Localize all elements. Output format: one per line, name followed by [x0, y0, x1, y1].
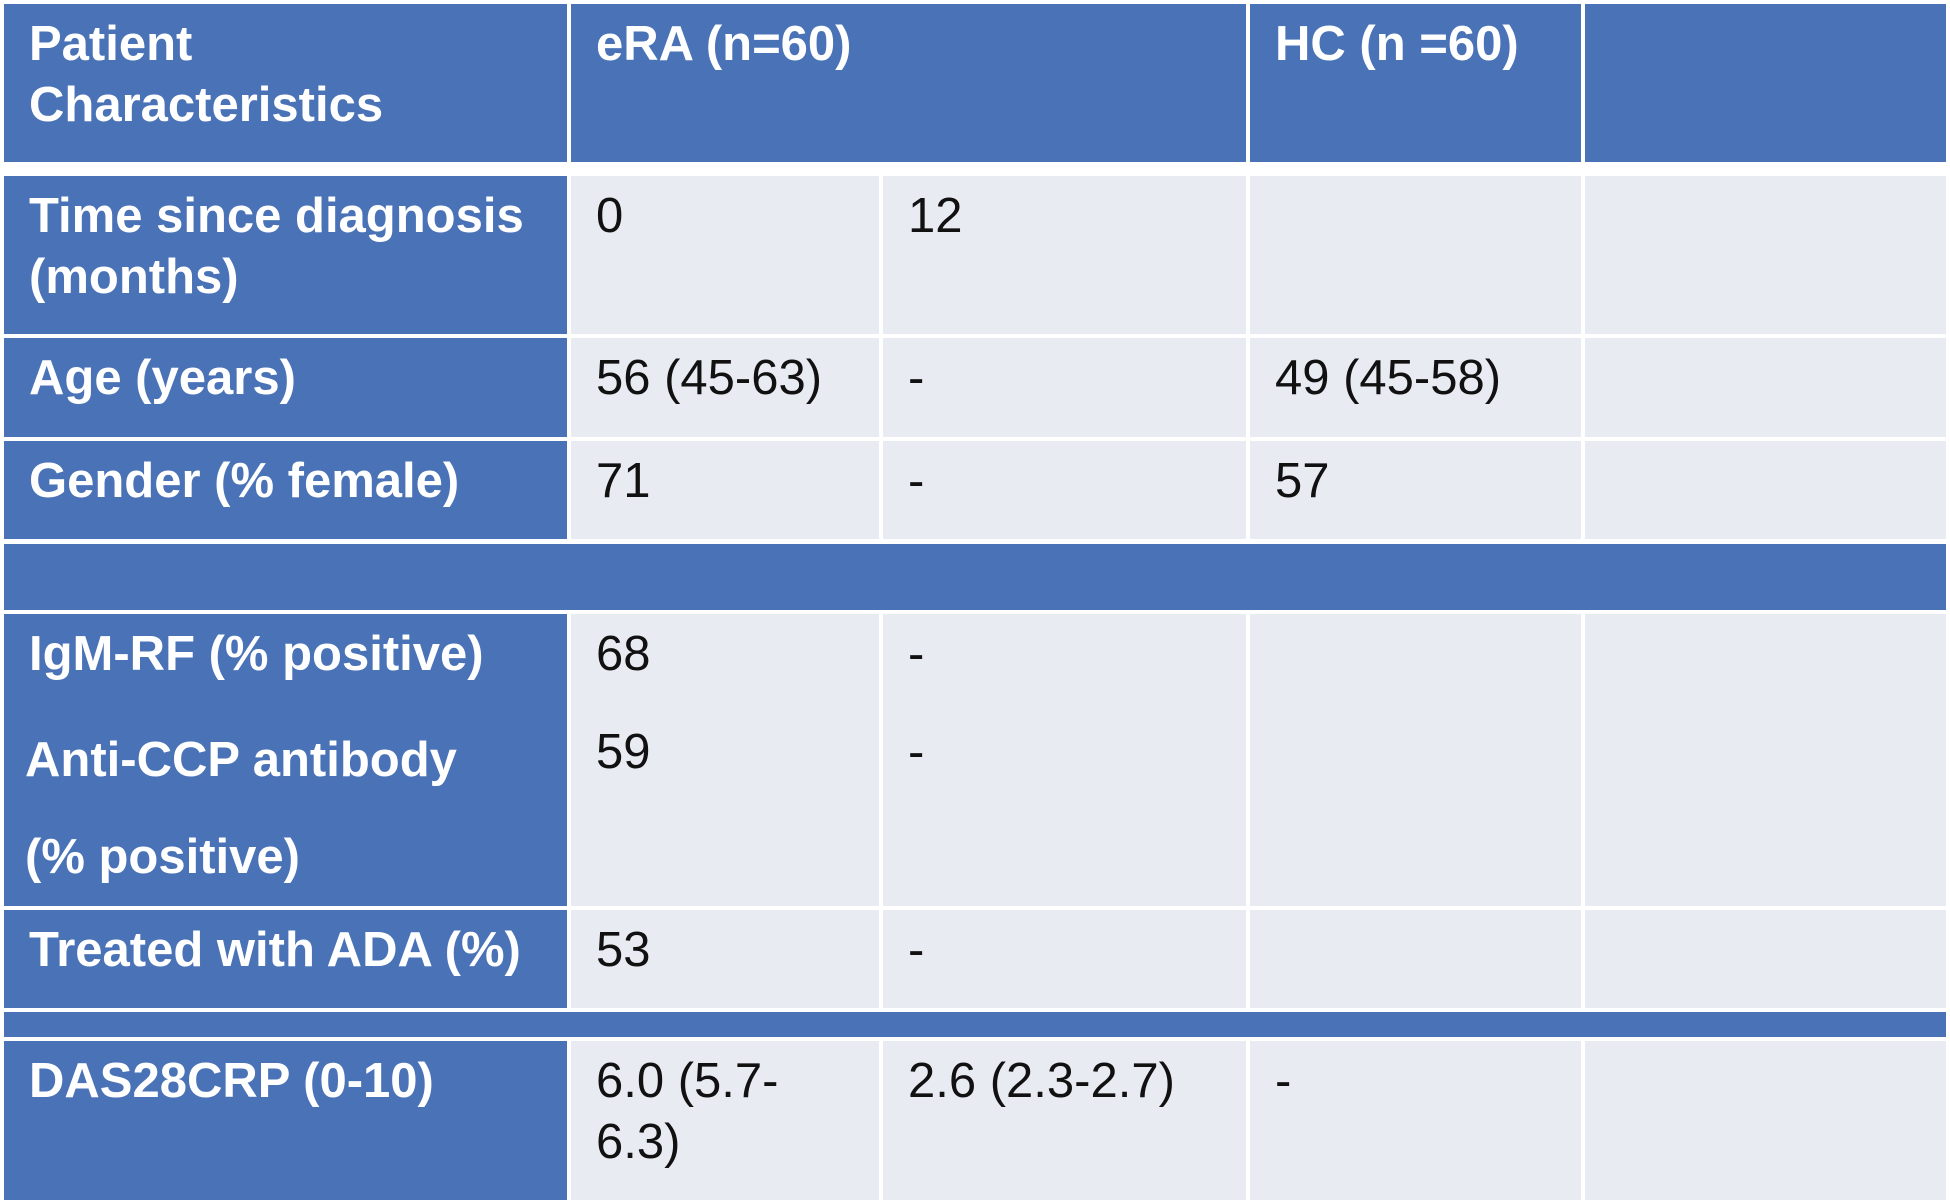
cell-igm-era-b: -	[883, 614, 1246, 712]
cell-age-extra	[1585, 338, 1946, 437]
row-label-das28crp: DAS28CRP (0-10)	[4, 1041, 567, 1200]
header-era: eRA (n=60)	[571, 4, 1246, 162]
cell-ada-hc	[1250, 910, 1581, 1008]
section-separator-thin	[4, 1012, 1946, 1037]
cell-gender-hc: 57	[1250, 441, 1581, 539]
cell-gender-extra	[1585, 441, 1946, 539]
cell-age-era-b: -	[883, 338, 1246, 437]
header-extra	[1585, 4, 1946, 162]
row-label-gender: Gender (% female)	[4, 441, 567, 539]
cell-age-era-a: 56 (45-63)	[571, 338, 879, 437]
row-label-treated-ada: Treated with ADA (%)	[4, 910, 567, 1008]
cell-igm-extra	[1585, 614, 1946, 712]
cell-ccp-hc	[1250, 712, 1581, 906]
cell-ada-extra	[1585, 910, 1946, 1008]
cell-igm-hc	[1250, 614, 1581, 712]
header-characteristics: Patient Characteristics	[4, 4, 567, 162]
section-separator-band	[4, 544, 1946, 610]
cell-gender-era-a: 71	[571, 441, 879, 539]
cell-time-era-a: 0	[571, 176, 879, 334]
cell-das-era-a: 6.0 (5.7- 6.3)	[571, 1041, 879, 1200]
cell-ccp-era-b: -	[883, 712, 1246, 906]
row-label-igm-rf: IgM-RF (% positive)	[4, 614, 567, 712]
cell-time-extra	[1585, 176, 1946, 334]
cell-ada-era-b: -	[883, 910, 1246, 1008]
cell-ccp-era-a: 59	[571, 712, 879, 906]
cell-das-hc: -	[1250, 1041, 1581, 1200]
row-label-age: Age (years)	[4, 338, 567, 437]
row-label-time-since-diagnosis: Time since diagnosis (months)	[4, 176, 567, 334]
cell-age-hc: 49 (45-58)	[1250, 338, 1581, 437]
cell-das-extra	[1585, 1041, 1946, 1200]
cell-time-hc	[1250, 176, 1581, 334]
cell-igm-era-a: 68	[571, 614, 879, 712]
cell-gender-era-b: -	[883, 441, 1246, 539]
row-label-anti-ccp: Anti-CCP antibody (% positive)	[4, 712, 567, 906]
cell-ccp-extra	[1585, 712, 1946, 906]
cell-ada-era-a: 53	[571, 910, 879, 1008]
header-hc: HC (n =60)	[1250, 4, 1581, 162]
cell-time-era-b: 12	[883, 176, 1246, 334]
cell-das-era-b: 2.6 (2.3-2.7)	[883, 1041, 1246, 1200]
